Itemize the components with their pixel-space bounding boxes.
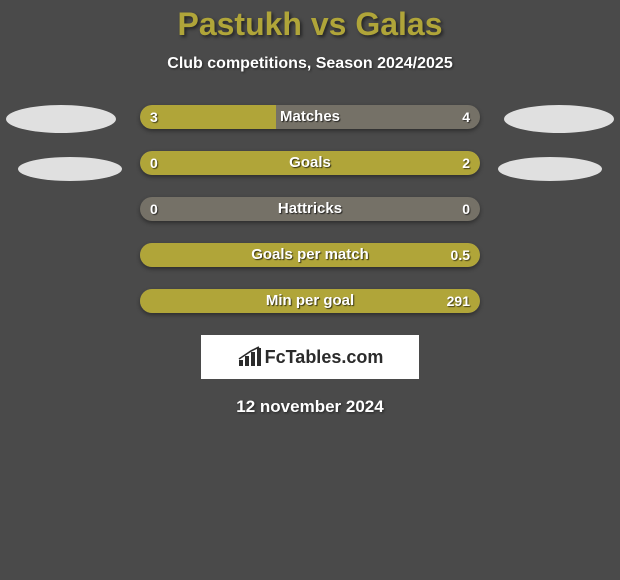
stat-label: Goals per match xyxy=(140,243,480,267)
decorative-ellipse xyxy=(18,157,122,181)
stat-row: 34Matches xyxy=(140,105,480,129)
decorative-ellipse xyxy=(6,105,116,133)
comparison-stage: 34Matches 02Goals 00Hattricks 0.5Goals per … xyxy=(0,105,620,313)
brand-text: FcTables.com xyxy=(265,347,384,368)
stat-row: 00Hattricks xyxy=(140,197,480,221)
player2-name: Galas xyxy=(355,6,442,42)
stat-label: Matches xyxy=(140,105,480,129)
vs-text: vs xyxy=(311,6,347,42)
stat-row: 291Min per goal xyxy=(140,289,480,313)
player1-name: Pastukh xyxy=(177,6,301,42)
stat-label: Min per goal xyxy=(140,289,480,313)
stat-row: 02Goals xyxy=(140,151,480,175)
decorative-ellipse xyxy=(504,105,614,133)
comparison-title: Pastukh vs Galas xyxy=(0,0,620,43)
stat-row: 0.5Goals per match xyxy=(140,243,480,267)
stat-label: Hattricks xyxy=(140,197,480,221)
brand-box: FcTables.com xyxy=(201,335,419,379)
subtitle-text: Club competitions, Season 2024/2025 xyxy=(0,55,620,73)
decorative-ellipse xyxy=(498,157,602,181)
brand-chart-icon xyxy=(237,346,263,368)
stat-label: Goals xyxy=(140,151,480,175)
date-text: 12 november 2024 xyxy=(0,397,620,417)
stat-rows: 34Matches 02Goals 00Hattricks 0.5Goals per … xyxy=(140,105,480,313)
